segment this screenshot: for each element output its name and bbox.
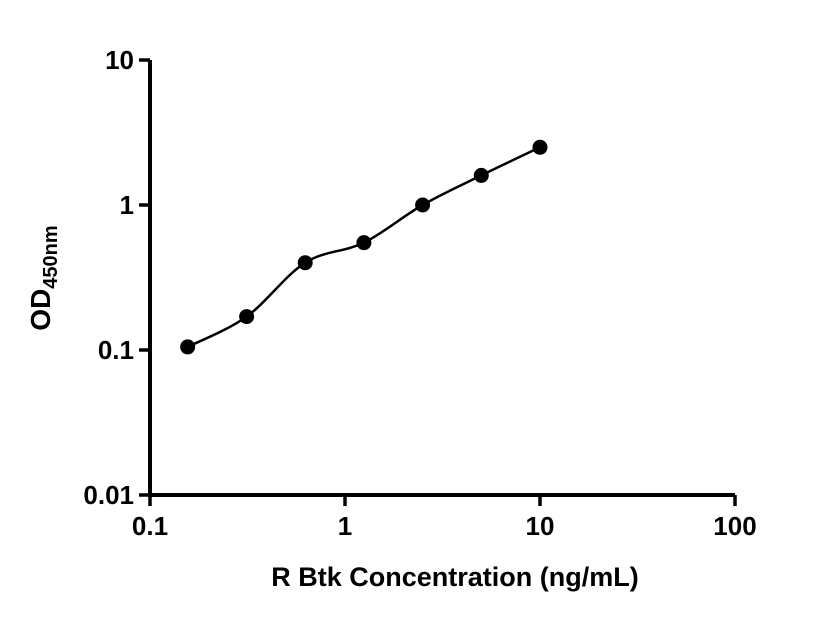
x-tick-label: 100 [713,511,756,541]
data-point [297,255,313,271]
x-axis-title: R Btk Concentration (ng/mL) [271,562,638,592]
x-tick-label: 0.1 [132,511,168,541]
y-tick-label: 1 [120,190,134,220]
y-axis-title-subscript: 450nm [40,225,62,288]
y-tick-label: 10 [105,45,134,75]
axis-lines [148,60,735,497]
y-axis-title: OD450nm [25,225,62,330]
y-tick-label: 0.01 [83,480,134,510]
data-point [356,235,372,251]
data-point [239,309,255,325]
data-point [415,197,431,213]
data-point [532,139,548,155]
x-tick-label: 10 [526,511,555,541]
data-point [180,339,196,355]
y-axis-title-main: OD [25,289,56,331]
data-point [473,167,489,183]
x-tick-label: 1 [338,511,352,541]
y-tick-label: 0.1 [98,335,134,365]
